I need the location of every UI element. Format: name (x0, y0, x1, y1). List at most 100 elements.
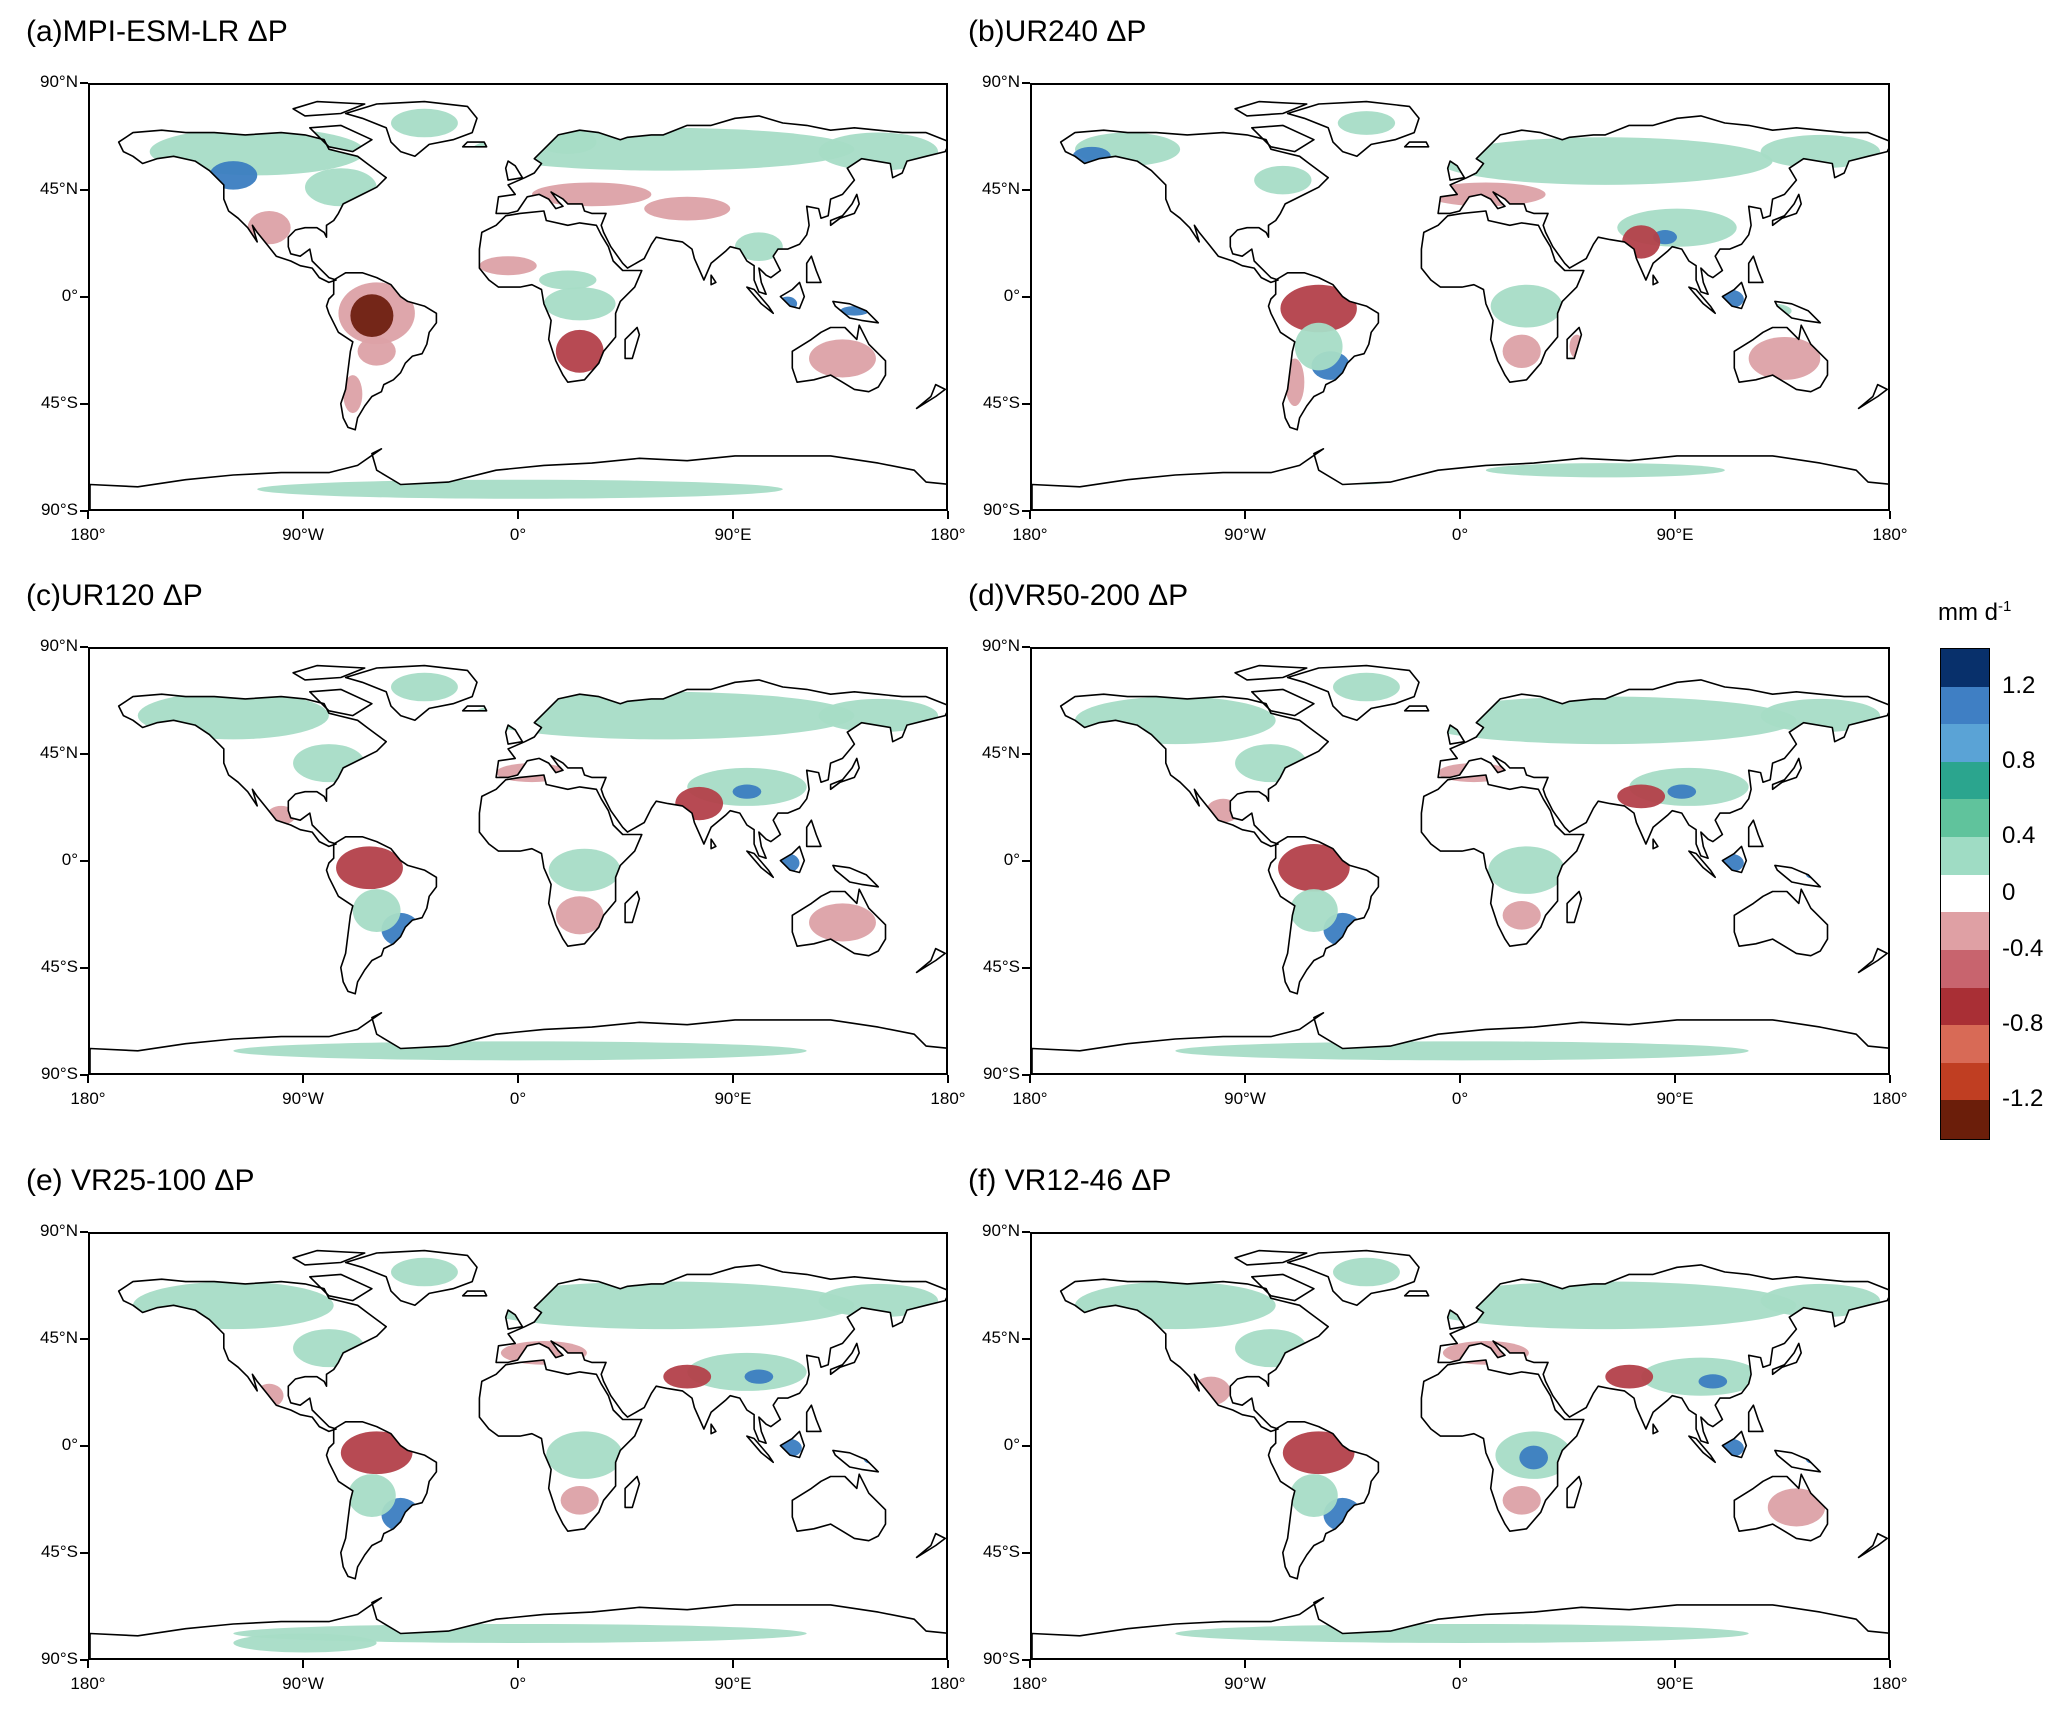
lon-tick-mark (302, 1660, 304, 1668)
lat-tick-mark (1022, 1445, 1030, 1447)
lat-tick-mark (80, 1074, 88, 1076)
coastline-australia (791, 324, 887, 393)
coastline-southAmerica (325, 272, 438, 431)
anomaly-region-e-12 (348, 1474, 396, 1517)
coastline-philippines (1747, 255, 1764, 284)
lon-tick-mark (1029, 1660, 1031, 1668)
lat-tick-mark (80, 189, 88, 191)
map-canvas-e (90, 1249, 946, 1658)
colorbar-tick-label: -1.2 (2002, 1085, 2044, 1113)
anomaly-region-d-10 (1278, 843, 1350, 892)
anomaly-region-f-9 (1192, 1376, 1231, 1406)
lat-tick-mark (1022, 860, 1030, 862)
anomaly-region-f-3 (1414, 1281, 1797, 1330)
lon-tick-label: 180° (930, 525, 966, 544)
coastline-borneo (779, 1430, 806, 1459)
anomaly-fill-d (1075, 672, 1881, 1061)
coastline-sriLanka (710, 838, 717, 850)
lon-tick-mark (87, 1075, 89, 1083)
lon-tick-label: 0° (509, 1674, 527, 1693)
anomaly-region-e-14 (560, 1486, 599, 1515)
coastline-japan (829, 193, 860, 227)
anomaly-region-d-0 (1075, 696, 1276, 745)
lon-tick-label: 90°W (1224, 1089, 1266, 1108)
anomaly-region-d-4 (1760, 698, 1881, 733)
coastline-southAmerica (1267, 272, 1380, 431)
anomaly-region-d-16 (1806, 870, 1835, 880)
anomaly-region-c-17 (233, 1041, 807, 1061)
anomaly-region-e-18 (233, 1623, 807, 1643)
coastline-sumatra (1688, 850, 1716, 879)
coastline-philippines (1747, 819, 1764, 848)
lat-tick-label: 45°S (982, 1542, 1020, 1561)
lon-tick-label: 180° (1012, 1089, 1048, 1108)
colorbar-segment (1941, 649, 1989, 688)
coastline-eurasia (1437, 679, 1888, 859)
lon-tick-mark (1674, 511, 1676, 519)
anomaly-region-f-5 (1641, 1357, 1761, 1396)
lon-tick-mark (947, 1660, 949, 1668)
lon-tick-mark (732, 1660, 734, 1668)
anomaly-region-b-10 (1280, 284, 1357, 333)
coastline-iceland (461, 141, 488, 148)
lat-tick-mark (80, 967, 88, 969)
lat-tick-label: 90°N (982, 636, 1020, 655)
anomaly-region-e-6 (744, 1369, 774, 1384)
coastline-madagascar (1566, 890, 1583, 924)
anomaly-region-c-4 (818, 698, 939, 733)
lon-tick-label: 90°E (1656, 525, 1694, 544)
coastline-southAmerica (325, 1421, 438, 1580)
lon-tick-label: 90°W (282, 525, 324, 544)
lon-tick-label: 90°W (1224, 525, 1266, 544)
lon-tick-label: 180° (1872, 525, 1908, 544)
lon-tick-label: 180° (70, 525, 106, 544)
coastline-antarctica (90, 448, 946, 509)
anomaly-region-f-10 (1282, 1431, 1355, 1475)
lat-tick-mark (1022, 189, 1030, 191)
map-canvas-d (1032, 664, 1888, 1073)
anomaly-region-a-1 (305, 168, 377, 207)
anomaly-region-f-12 (1290, 1474, 1338, 1517)
lat-tick-label: 90°S (982, 1649, 1020, 1668)
anomaly-region-a-22 (257, 479, 783, 499)
coastline-eurasia (495, 1264, 946, 1444)
coastline-uk (1446, 160, 1466, 181)
anomaly-region-c-11 (352, 889, 401, 932)
coastline-borneo (779, 281, 806, 310)
colorbar-segment (1941, 987, 1989, 1026)
anomaly-region-e-0 (133, 1281, 334, 1330)
coastline-madagascar (624, 1475, 641, 1509)
colorbar-segment (1941, 799, 1989, 838)
anomaly-region-a-8 (531, 182, 652, 207)
anomaly-region-f-2 (1333, 1257, 1400, 1287)
coastline-philippines (805, 1404, 822, 1433)
lon-tick-mark (1244, 511, 1246, 519)
lat-tick-label: 90°S (982, 1064, 1020, 1083)
coastline-sumatra (746, 1435, 774, 1464)
lon-tick-mark (1244, 1660, 1246, 1668)
lat-tick-mark (80, 1552, 88, 1554)
anomaly-region-d-14 (1502, 901, 1541, 930)
anomaly-region-f-8 (1605, 1364, 1654, 1389)
lat-tick-mark (1022, 510, 1030, 512)
coastline-africa (478, 1359, 643, 1532)
anomaly-fill-b (1072, 111, 1881, 485)
lat-tick-label: 90°N (40, 1221, 78, 1240)
lat-tick-label: 45°S (982, 957, 1020, 976)
coastline-northAmerica (1059, 1278, 1329, 1433)
coastline-antarctica (1032, 1012, 1888, 1073)
coastline-ellesmere (1234, 100, 1308, 117)
colorbar-segment (1941, 761, 1989, 801)
coastline-newzealand (1857, 947, 1888, 974)
coastline-sriLanka (710, 274, 717, 286)
lat-tick-label: 90°N (40, 636, 78, 655)
anomaly-region-e-8 (663, 1364, 712, 1389)
coastline-newguinea (1774, 864, 1822, 888)
anomaly-region-b-14 (1490, 284, 1563, 328)
lon-tick-label: 180° (70, 1089, 106, 1108)
lon-tick-mark (1459, 1660, 1461, 1668)
coastline-madagascar (624, 326, 641, 360)
anomaly-region-b-8 (1426, 182, 1546, 207)
coastline-ellesmere (1234, 1249, 1308, 1266)
colorbar-segment (1941, 912, 1989, 951)
